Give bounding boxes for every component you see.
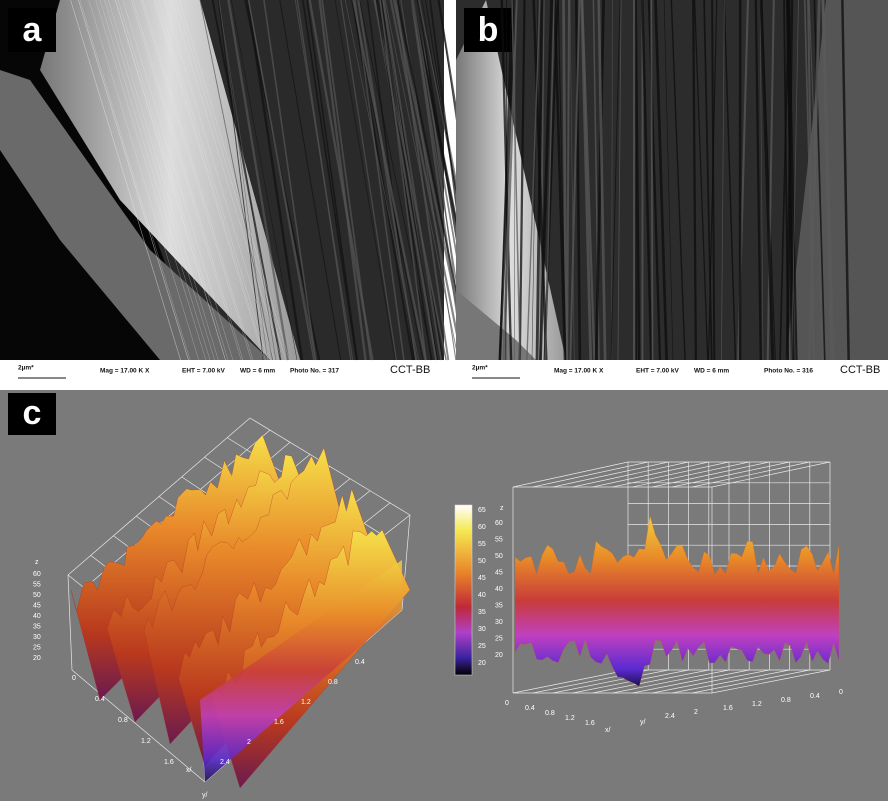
colorbar-tick: 65: [478, 507, 486, 514]
z-tick: 35: [495, 602, 503, 609]
y-tick: 2.4: [220, 759, 230, 766]
y-axis-label: y/: [640, 719, 646, 726]
x-tick: 0: [72, 675, 76, 682]
y-tick: 2: [694, 709, 698, 716]
z-tick: 55: [33, 581, 41, 588]
z-axis-label: z: [35, 559, 39, 566]
z-tick: 20: [33, 655, 41, 662]
y-tick: 1.2: [301, 699, 311, 706]
colorbar-tick: 45: [478, 575, 486, 582]
z-tick: 45: [495, 569, 503, 576]
colorbar-tick: 60: [478, 524, 486, 531]
lab-name: CCT-BB: [390, 364, 430, 376]
colorbar-tick: 25: [478, 643, 486, 650]
z-tick: 35: [33, 623, 41, 630]
z-tick: 40: [33, 613, 41, 620]
y-tick: 2.4: [665, 713, 675, 720]
scale-label: 2µm*: [472, 365, 488, 372]
z-tick: 20: [495, 652, 503, 659]
x-tick: 0.8: [118, 717, 128, 724]
x-tick: 1.2: [141, 738, 151, 745]
colorbar-tick: 30: [478, 626, 486, 633]
wd: WD = 6 mm: [240, 368, 275, 375]
x-tick: 0: [505, 700, 509, 707]
eht: EHT = 7.00 kV: [182, 368, 225, 375]
x-axis-label: x/: [186, 767, 192, 774]
y-tick: 0.8: [328, 679, 338, 686]
y-tick: 0: [839, 689, 843, 696]
sem-panel-a: 2µm* Mag = 17.00 K X EHT = 7.00 kV WD = …: [0, 0, 496, 385]
wd: WD = 6 mm: [694, 368, 729, 375]
eht: EHT = 7.00 kV: [636, 368, 679, 375]
z-tick: 50: [495, 553, 503, 560]
x-tick: 1.2: [565, 715, 575, 722]
sem-panel-b: 2µm* Mag = 17.00 K X EHT = 7.00 kV WD = …: [456, 0, 888, 385]
colorbar-tick: 50: [478, 558, 486, 565]
x-tick: 0.4: [525, 705, 535, 712]
y-tick: 2: [247, 739, 251, 746]
lab-name: CCT-BB: [840, 364, 880, 376]
figure: 2µm* Mag = 17.00 K X EHT = 7.00 kV WD = …: [0, 0, 888, 801]
z-tick: 25: [495, 635, 503, 642]
y-tick: 0.4: [355, 659, 365, 666]
mag: Mag = 17.00 K X: [554, 368, 604, 375]
y-tick: 1.6: [723, 705, 733, 712]
x-axis-label: x/: [605, 727, 611, 734]
colorbar-tick: 35: [478, 609, 486, 616]
z-tick: 50: [33, 592, 41, 599]
x-tick: 1.6: [164, 759, 174, 766]
photo: Photo No. = 317: [290, 368, 339, 375]
colorbar-tick: 40: [478, 592, 486, 599]
scale-label: 2µm*: [18, 365, 34, 372]
z-tick: 60: [495, 520, 503, 527]
panel-label: a: [23, 11, 43, 49]
z-tick: 30: [33, 634, 41, 641]
x-tick: 1.6: [585, 720, 595, 727]
x-tick: 0.8: [545, 710, 555, 717]
y-tick: 0.8: [781, 697, 791, 704]
colorbar-tick: 55: [478, 541, 486, 548]
z-tick: 30: [495, 619, 503, 626]
y-tick: 1.2: [752, 701, 762, 708]
z-tick: 55: [495, 536, 503, 543]
y-axis-label: y/: [202, 792, 208, 799]
x-tick: 0.4: [95, 696, 105, 703]
mag: Mag = 17.00 K X: [100, 368, 150, 375]
z-tick: 60: [33, 571, 41, 578]
colorbar: [455, 505, 472, 675]
y-tick: 0.4: [810, 693, 820, 700]
z-tick: 25: [33, 644, 41, 651]
panel-label: c: [23, 394, 42, 432]
z-tick: 40: [495, 586, 503, 593]
colorbar-tick: 20: [478, 660, 486, 667]
panel-label: b: [478, 11, 499, 49]
photo: Photo No. = 316: [764, 368, 813, 375]
y-tick: 1.6: [274, 719, 284, 726]
panel-c: c z60555045403530252000.40.81.21.6x/0.40…: [0, 390, 888, 801]
z-tick: 45: [33, 602, 41, 609]
z-axis-label: z: [500, 505, 504, 512]
